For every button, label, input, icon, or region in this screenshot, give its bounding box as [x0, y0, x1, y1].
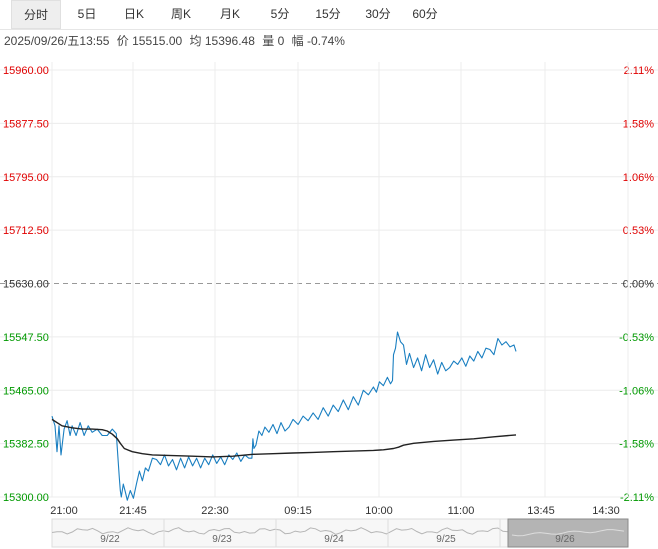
x-tick-label: 11:00	[448, 505, 475, 517]
quote-volume: 量 0	[262, 34, 285, 48]
quote-price: 价 15515.00	[116, 34, 183, 48]
navigator-mini-line	[51, 527, 509, 535]
y-tick-label-pct: 1.06%	[623, 172, 654, 184]
y-tick-label: 15547.50	[3, 332, 49, 344]
x-tick-label: 10:00	[365, 505, 393, 517]
x-tick-label: 21:00	[50, 505, 78, 517]
tab-monthly-k[interactable]: 月K	[219, 7, 240, 21]
tab-intraday[interactable]: 分时	[11, 0, 61, 29]
y-tick-label: 15300.00	[3, 492, 49, 504]
average-line	[51, 418, 517, 458]
navigator-range-window[interactable]	[507, 518, 629, 548]
y-tick-label: 15465.00	[3, 385, 49, 397]
y-tick-label-pct: 2.11%	[624, 65, 655, 77]
x-tick-label: 09:15	[284, 505, 312, 517]
tab-weekly-k[interactable]: 周K	[170, 7, 191, 21]
quote-datetime: 2025/09/26/五13:55	[4, 34, 110, 48]
y-tick-label: 15382.50	[3, 439, 49, 451]
y-tick-label-pct: -0.53%	[619, 332, 654, 344]
y-tick-label: 15877.50	[3, 118, 49, 130]
y-tick-label-pct: -1.58%	[619, 439, 654, 451]
price-line	[51, 331, 517, 501]
tab-15-min[interactable]: 15分	[315, 7, 341, 21]
y-tick-label-pct: 1.58%	[623, 118, 654, 130]
navigator-window-line	[511, 529, 625, 537]
y-tick-label-pct: 0.00%	[623, 279, 654, 291]
navigator-date-label: 9/26	[555, 534, 575, 545]
quote-change: 幅 -0.74%	[291, 34, 345, 48]
quote-info-line: 2025/09/26/五13:55 价 15515.00 均 15396.48 …	[4, 32, 349, 50]
x-tick-label: 14:30	[592, 505, 620, 517]
x-tick-label: 13:45	[527, 505, 555, 517]
tab-60-min[interactable]: 60分	[412, 7, 438, 21]
navigator-date-label: 9/24	[324, 534, 344, 545]
y-tick-label-pct: -2.11%	[620, 492, 654, 504]
tab-5-day[interactable]: 5日	[77, 7, 97, 21]
x-tick-label: 21:45	[119, 505, 147, 517]
navigator-date-label: 9/25	[436, 534, 456, 545]
y-tick-label-pct: 0.53%	[623, 225, 654, 237]
navigator-date-label: 9/23	[212, 534, 232, 545]
x-tick-label: 22:30	[201, 505, 229, 517]
y-tick-label: 15960.00	[3, 65, 49, 77]
tab-5-min[interactable]: 5分	[270, 7, 290, 21]
y-tick-label: 15630.00	[3, 279, 49, 291]
y-tick-label: 15712.50	[3, 225, 49, 237]
navigator-date-label: 9/22	[100, 534, 120, 545]
quote-average: 均 15396.48	[189, 34, 255, 48]
tab-daily-k[interactable]: 日K	[123, 7, 144, 21]
y-tick-label: 15795.00	[3, 172, 49, 184]
tab-30-min[interactable]: 30分	[365, 7, 391, 21]
period-tab-bar: 分时 5日 日K 周K 月K 5分 15分 30分 60分	[0, 0, 658, 30]
y-tick-label-pct: -1.06%	[619, 385, 654, 397]
